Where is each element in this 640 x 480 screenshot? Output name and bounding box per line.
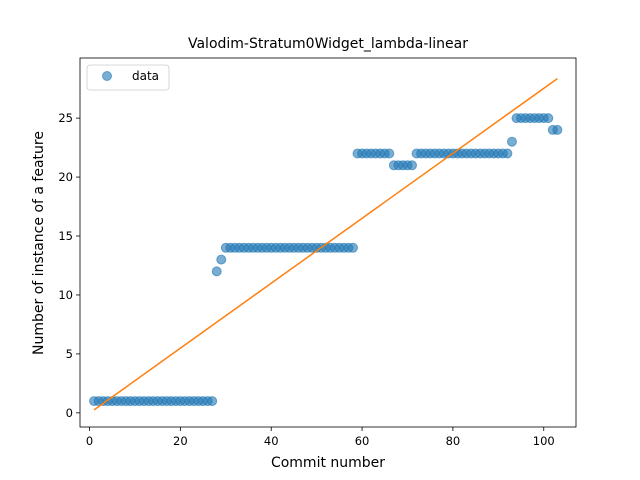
legend: data — [86, 64, 170, 91]
y-tick-label: 15 — [58, 229, 73, 243]
legend-label: data — [132, 69, 159, 83]
data-point — [207, 396, 218, 407]
data-point — [502, 148, 513, 159]
chart-title: Valodim-Stratum0Widget_lambda-linear — [188, 36, 468, 52]
data-point — [506, 136, 517, 147]
x-tick-label: 100 — [533, 434, 555, 448]
x-tick-label: 60 — [355, 434, 370, 448]
y-axis: 0 5 10 15 20 25 — [58, 111, 80, 420]
y-tick-label: 25 — [58, 111, 73, 125]
x-tick-label: 40 — [264, 434, 279, 448]
x-axis: 0 20 40 60 80 100 — [86, 427, 555, 448]
data-point — [543, 113, 554, 124]
x-tick-label: 0 — [86, 434, 93, 448]
data-point — [347, 242, 358, 253]
legend-marker — [102, 71, 112, 81]
data-point — [384, 148, 395, 159]
data-point — [211, 266, 222, 277]
x-axis-label: Commit number — [271, 455, 385, 471]
data-point — [552, 124, 563, 135]
data-point — [216, 254, 227, 265]
x-tick-label: 20 — [173, 434, 188, 448]
y-tick-label: 5 — [66, 347, 73, 361]
axes-frame — [79, 57, 577, 428]
y-tick-label: 10 — [58, 288, 73, 302]
x-tick-label: 80 — [446, 434, 461, 448]
y-axis-label: Number of instance of a feature — [31, 131, 47, 355]
y-tick-label: 0 — [66, 406, 73, 420]
y-tick-label: 20 — [58, 170, 73, 184]
plot-area — [89, 78, 563, 411]
fit-line — [93, 78, 558, 411]
data-point — [407, 160, 418, 171]
